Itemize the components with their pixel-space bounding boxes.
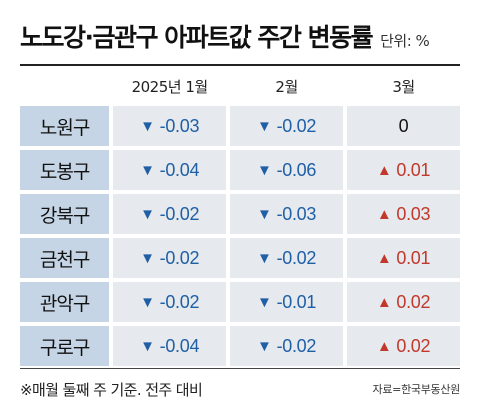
value-text: 0.02 (396, 291, 431, 312)
table-row: 금천구 ▼ -0.02 ▼ -0.02 ▲ 0.01 (20, 238, 460, 278)
up-triangle-icon: ▲ (376, 205, 392, 223)
col-header-mar: 3월 (392, 77, 415, 96)
value-cell: ▼ -0.02 (113, 282, 227, 322)
up-triangle-icon: ▲ (376, 293, 392, 311)
up-triangle-icon: ▲ (376, 161, 392, 179)
district-name: 관악구 (20, 282, 110, 322)
district-name: 금천구 (20, 238, 110, 278)
value-text: -0.03 (159, 115, 200, 136)
footer: ※매월 둘째 주 기준. 전주 대비 자료=한국부동산원 (20, 374, 460, 404)
table-row: 도봉구 ▼ -0.04 ▼ -0.06 ▲ 0.01 (20, 150, 460, 190)
value-cell: ▼ -0.03 (230, 194, 344, 234)
down-triangle-icon: ▼ (257, 293, 272, 311)
col-header-jan: 2025년 1월 (131, 77, 209, 96)
value-cell: ▼ -0.06 (230, 150, 344, 190)
value-cell: 0 (347, 106, 460, 146)
value-text: 0.01 (396, 159, 431, 180)
table-body: 노원구 ▼ -0.03 ▼ -0.02 0 도봉구 ▼ -0.04 ▼ -0.06 ▲ 0.01 강북구 ▼… (20, 106, 460, 366)
down-triangle-icon: ▼ (140, 161, 155, 179)
district-name: 도봉구 (20, 150, 110, 190)
district-name: 강북구 (20, 194, 110, 234)
source-label: 자료=한국부동산원 (372, 383, 461, 396)
value-cell: ▼ -0.01 (230, 282, 344, 322)
table-row: 노원구 ▼ -0.03 ▼ -0.02 0 (20, 106, 460, 146)
value-text: -0.02 (159, 291, 200, 312)
value-cell: ▼ -0.04 (113, 150, 227, 190)
value-cell: ▲ 0.01 (347, 238, 460, 278)
down-triangle-icon: ▼ (140, 337, 155, 355)
down-triangle-icon: ▼ (257, 337, 272, 355)
value-cell: ▼ -0.04 (113, 326, 227, 366)
value-text: 0.03 (396, 203, 431, 224)
unit-label: 단위: % (380, 32, 430, 50)
table-row: 관악구 ▼ -0.02 ▼ -0.01 ▲ 0.02 (20, 282, 460, 322)
chart-title: 노도강·금관구 아파트값 주간 변동률 (20, 23, 374, 52)
col-header-feb: 2월 (275, 77, 298, 96)
down-triangle-icon: ▼ (257, 161, 272, 179)
up-triangle-icon: ▲ (376, 249, 392, 267)
value-text: -0.06 (276, 159, 317, 180)
header-row: 2025년 1월 2월 3월 (20, 66, 460, 106)
value-cell: ▼ -0.02 (113, 194, 227, 234)
down-triangle-icon: ▼ (140, 205, 155, 223)
down-triangle-icon: ▼ (257, 249, 272, 267)
district-name: 구로구 (20, 326, 110, 366)
down-triangle-icon: ▼ (257, 117, 272, 135)
value-text: 0 (398, 115, 409, 136)
value-cell: ▲ 0.01 (347, 150, 460, 190)
value-text: 0.02 (396, 335, 431, 356)
up-triangle-icon: ▲ (376, 337, 392, 355)
value-text: -0.02 (276, 115, 317, 136)
down-triangle-icon: ▼ (257, 205, 272, 223)
footnote: ※매월 둘째 주 기준. 전주 대비 (20, 380, 203, 399)
value-text: -0.03 (276, 203, 317, 224)
value-text: -0.04 (159, 159, 200, 180)
value-cell: ▼ -0.02 (113, 238, 227, 278)
title-row: 노도강·금관구 아파트값 주간 변동률 단위: % (20, 18, 430, 58)
value-cell: ▼ -0.03 (113, 106, 227, 146)
table-row: 구로구 ▼ -0.04 ▼ -0.02 ▲ 0.02 (20, 326, 460, 366)
value-cell: ▲ 0.02 (347, 326, 460, 366)
value-text: -0.01 (276, 291, 317, 312)
value-text: -0.02 (159, 203, 200, 224)
top-rule (20, 64, 460, 66)
down-triangle-icon: ▼ (140, 293, 155, 311)
value-cell: ▼ -0.02 (230, 238, 344, 278)
value-cell: ▼ -0.02 (230, 106, 344, 146)
down-triangle-icon: ▼ (140, 249, 155, 267)
bottom-rule (20, 368, 460, 369)
data-table: 2025년 1월 2월 3월 노원구 ▼ -0.03 ▼ -0.02 0 도봉구 ▼ -0.04… (20, 66, 460, 366)
value-text: -0.02 (276, 247, 317, 268)
value-text: -0.02 (276, 335, 317, 356)
value-cell: ▲ 0.03 (347, 194, 460, 234)
down-triangle-icon: ▼ (140, 117, 155, 135)
table-row: 강북구 ▼ -0.02 ▼ -0.03 ▲ 0.03 (20, 194, 460, 234)
district-name: 노원구 (20, 106, 110, 146)
value-text: 0.01 (396, 247, 431, 268)
value-text: -0.04 (159, 335, 200, 356)
value-cell: ▼ -0.02 (230, 326, 344, 366)
value-text: -0.02 (159, 247, 200, 268)
value-cell: ▲ 0.02 (347, 282, 460, 322)
